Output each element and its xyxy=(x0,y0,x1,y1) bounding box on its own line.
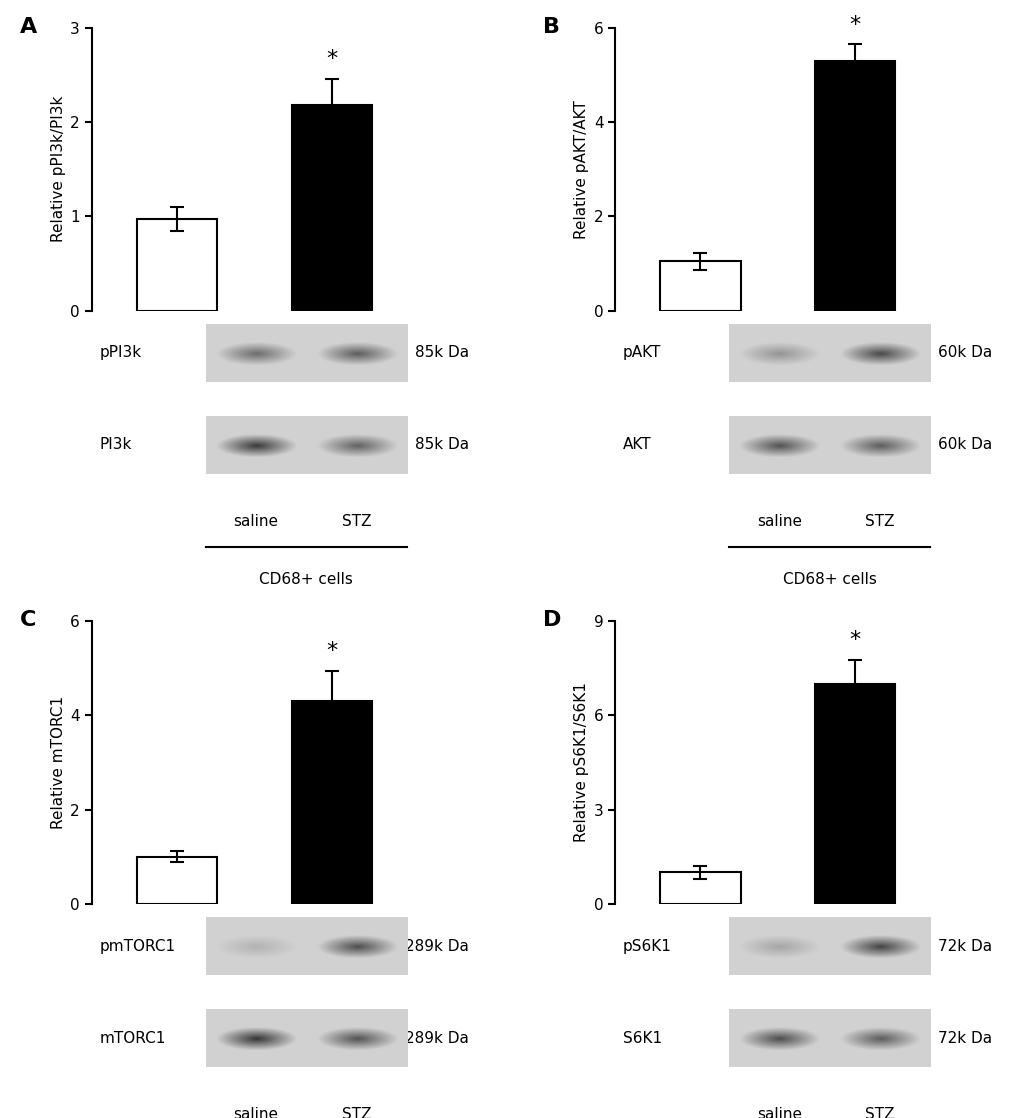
Y-axis label: Relative pPI3k/PI3k: Relative pPI3k/PI3k xyxy=(51,96,66,243)
Text: 85k Da: 85k Da xyxy=(415,345,469,360)
Text: mTORC1: mTORC1 xyxy=(99,1031,166,1045)
Text: C: C xyxy=(19,609,36,629)
Text: saline: saline xyxy=(233,1107,278,1118)
Y-axis label: Relative pAKT/AKT: Relative pAKT/AKT xyxy=(574,100,589,239)
Bar xyxy=(291,701,372,903)
Text: *: * xyxy=(849,631,860,651)
Bar xyxy=(137,856,217,903)
Text: saline: saline xyxy=(756,514,801,529)
Text: 60k Da: 60k Da xyxy=(937,437,991,453)
Text: A: A xyxy=(19,17,37,37)
Text: *: * xyxy=(849,15,860,35)
Text: saline: saline xyxy=(756,1107,801,1118)
Text: pPI3k: pPI3k xyxy=(99,345,142,360)
Text: *: * xyxy=(326,641,337,661)
Bar xyxy=(137,219,217,311)
Text: B: B xyxy=(543,17,559,37)
Text: PI3k: PI3k xyxy=(99,437,131,453)
Bar xyxy=(291,105,372,311)
Text: CD68+ cells: CD68+ cells xyxy=(782,571,875,587)
Text: STZ: STZ xyxy=(341,514,371,529)
Text: AKT: AKT xyxy=(623,437,651,453)
Text: 289k Da: 289k Da xyxy=(405,938,469,954)
Bar xyxy=(659,872,740,903)
Text: CD68+ cells: CD68+ cells xyxy=(259,571,353,587)
Text: *: * xyxy=(326,49,337,69)
Text: S6K1: S6K1 xyxy=(623,1031,661,1045)
Text: 72k Da: 72k Da xyxy=(937,1031,991,1045)
Text: saline: saline xyxy=(233,514,278,529)
Y-axis label: Relative pS6K1/S6K1: Relative pS6K1/S6K1 xyxy=(574,682,589,842)
Text: D: D xyxy=(543,609,561,629)
Bar xyxy=(814,61,895,311)
Text: STZ: STZ xyxy=(864,1107,894,1118)
Text: 289k Da: 289k Da xyxy=(405,1031,469,1045)
Bar xyxy=(659,262,740,311)
Text: STZ: STZ xyxy=(341,1107,371,1118)
Bar xyxy=(814,684,895,903)
Text: 85k Da: 85k Da xyxy=(415,437,469,453)
Text: 60k Da: 60k Da xyxy=(937,345,991,360)
Text: pS6K1: pS6K1 xyxy=(623,938,672,954)
Text: STZ: STZ xyxy=(864,514,894,529)
Text: pAKT: pAKT xyxy=(623,345,660,360)
Y-axis label: Relative mTORC1: Relative mTORC1 xyxy=(51,695,66,830)
Text: 72k Da: 72k Da xyxy=(937,938,991,954)
Text: pmTORC1: pmTORC1 xyxy=(99,938,175,954)
